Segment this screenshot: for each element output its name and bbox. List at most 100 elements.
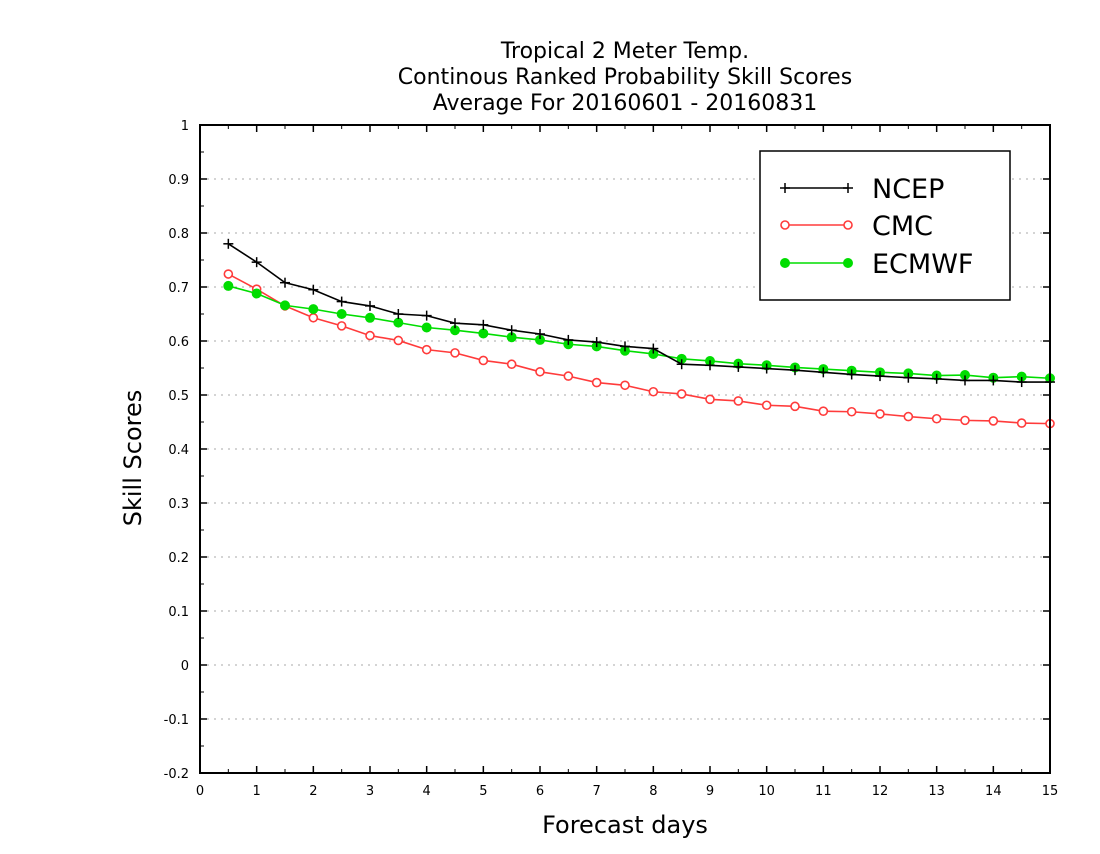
data-point-ncep	[761, 363, 772, 374]
data-point-ecmwf	[393, 317, 404, 328]
data-point-ncep	[393, 309, 404, 319]
y-tick-label: 0.1	[168, 605, 189, 620]
data-point-ncep	[365, 300, 375, 311]
y-axis-title: Skill Scores	[119, 390, 147, 527]
title-line-2: Continous Ranked Probability Skill Score…	[398, 65, 852, 90]
data-point-cmc	[535, 366, 545, 377]
legend-marker	[843, 220, 853, 230]
data-point-ecmwf	[365, 312, 375, 323]
x-tick-label: 0	[196, 784, 204, 799]
data-point-ncep	[591, 337, 602, 348]
data-point-cmc	[648, 386, 659, 397]
y-tick-label: 1	[181, 119, 189, 134]
data-point-cmc	[733, 396, 744, 406]
y-tick-label: 0.6	[168, 335, 189, 350]
data-point-ecmwf	[478, 328, 489, 339]
data-point-ecmwf	[251, 288, 262, 299]
data-point-ecmwf	[308, 304, 319, 315]
data-point-cmc	[365, 330, 375, 341]
legend-marker	[780, 220, 790, 230]
data-point-ncep	[903, 372, 914, 383]
data-point-cmc	[223, 269, 234, 279]
data-point-ncep	[676, 359, 687, 370]
data-point-cmc	[421, 344, 432, 355]
x-tick-label: 9	[706, 784, 714, 799]
y-tick-label: 0.3	[168, 497, 189, 512]
data-point-ecmwf	[280, 300, 290, 311]
legend-item-ncep: NCEP	[780, 174, 944, 205]
x-tick-label: 10	[758, 784, 775, 799]
legend-marker	[780, 258, 790, 268]
data-point-cmc	[336, 321, 347, 331]
data-point-cmc	[620, 380, 630, 391]
x-tick-label: 11	[815, 784, 832, 799]
data-point-ecmwf	[223, 280, 234, 291]
data-point-cmc	[988, 416, 999, 426]
legend: NCEP CMC ECMWF	[759, 150, 1011, 301]
x-tick-label: 12	[872, 784, 889, 799]
y-tick-label: 0.2	[168, 551, 189, 566]
data-point-ncep	[223, 238, 234, 249]
x-tick-label: 14	[985, 784, 1002, 799]
data-point-ncep	[1016, 377, 1027, 388]
data-point-ncep	[733, 361, 744, 372]
y-tick-label: -0.2	[164, 767, 189, 782]
y-tick-label: 0.5	[168, 389, 189, 404]
data-point-ecmwf	[336, 309, 347, 319]
x-tick-label: 8	[649, 784, 657, 799]
data-point-ncep	[421, 310, 432, 321]
x-tick-label: 13	[928, 784, 945, 799]
y-tick-label: 0	[181, 659, 189, 674]
legend-label-cmc: CMC	[872, 211, 933, 242]
data-point-ncep	[648, 343, 659, 354]
title-line-3: Average For 20160601 - 20160831	[433, 91, 818, 116]
data-point-cmc	[960, 415, 970, 426]
data-point-ncep	[506, 325, 517, 336]
data-point-cmc	[563, 371, 574, 381]
legend-marker	[843, 183, 853, 193]
data-series	[223, 238, 1055, 429]
data-point-ncep	[478, 319, 489, 330]
y-tick-label: 0.7	[168, 281, 189, 296]
title-line-1: Tropical 2 Meter Temp.	[500, 39, 749, 64]
data-point-cmc	[818, 406, 829, 417]
data-point-cmc	[761, 400, 772, 411]
data-point-cmc	[903, 411, 914, 422]
data-point-cmc	[676, 389, 687, 399]
x-tick-label: 7	[593, 784, 601, 799]
grid-lines	[200, 178, 1050, 720]
data-point-ncep	[251, 257, 262, 268]
x-tick-label: 2	[309, 784, 317, 799]
data-point-cmc	[478, 355, 489, 366]
series-ecmwf	[223, 280, 1055, 384]
data-point-ncep	[280, 277, 290, 288]
x-tick-label: 1	[253, 784, 261, 799]
legend-item-cmc: CMC	[780, 211, 933, 242]
data-point-cmc	[846, 406, 857, 417]
x-tick-label: 4	[423, 784, 431, 799]
data-point-ncep	[620, 341, 630, 352]
y-tick-label: -0.1	[164, 713, 189, 728]
y-tick-label: 0.9	[168, 173, 189, 188]
data-point-cmc	[790, 401, 800, 412]
data-point-cmc	[875, 409, 885, 419]
x-axis-title: Forecast days	[542, 811, 708, 839]
data-point-ncep	[931, 373, 942, 384]
chart-title: Tropical 2 Meter Temp. Continous Ranked …	[398, 39, 852, 116]
plot-frame	[199, 124, 1051, 774]
data-point-ncep	[790, 365, 800, 376]
data-point-ncep	[960, 375, 970, 386]
data-point-ncep	[535, 328, 545, 339]
data-point-cmc	[393, 335, 404, 346]
data-point-ncep	[563, 334, 574, 345]
legend-marker	[843, 258, 853, 268]
x-tick-label: 6	[536, 784, 544, 799]
y-tick-label: 0.8	[168, 227, 189, 242]
data-point-cmc	[450, 348, 460, 358]
data-point-ncep	[308, 284, 319, 295]
y-tick-label: 0.4	[168, 443, 189, 458]
x-tick-label: 5	[479, 784, 487, 799]
legend-label-ncep: NCEP	[872, 174, 944, 205]
